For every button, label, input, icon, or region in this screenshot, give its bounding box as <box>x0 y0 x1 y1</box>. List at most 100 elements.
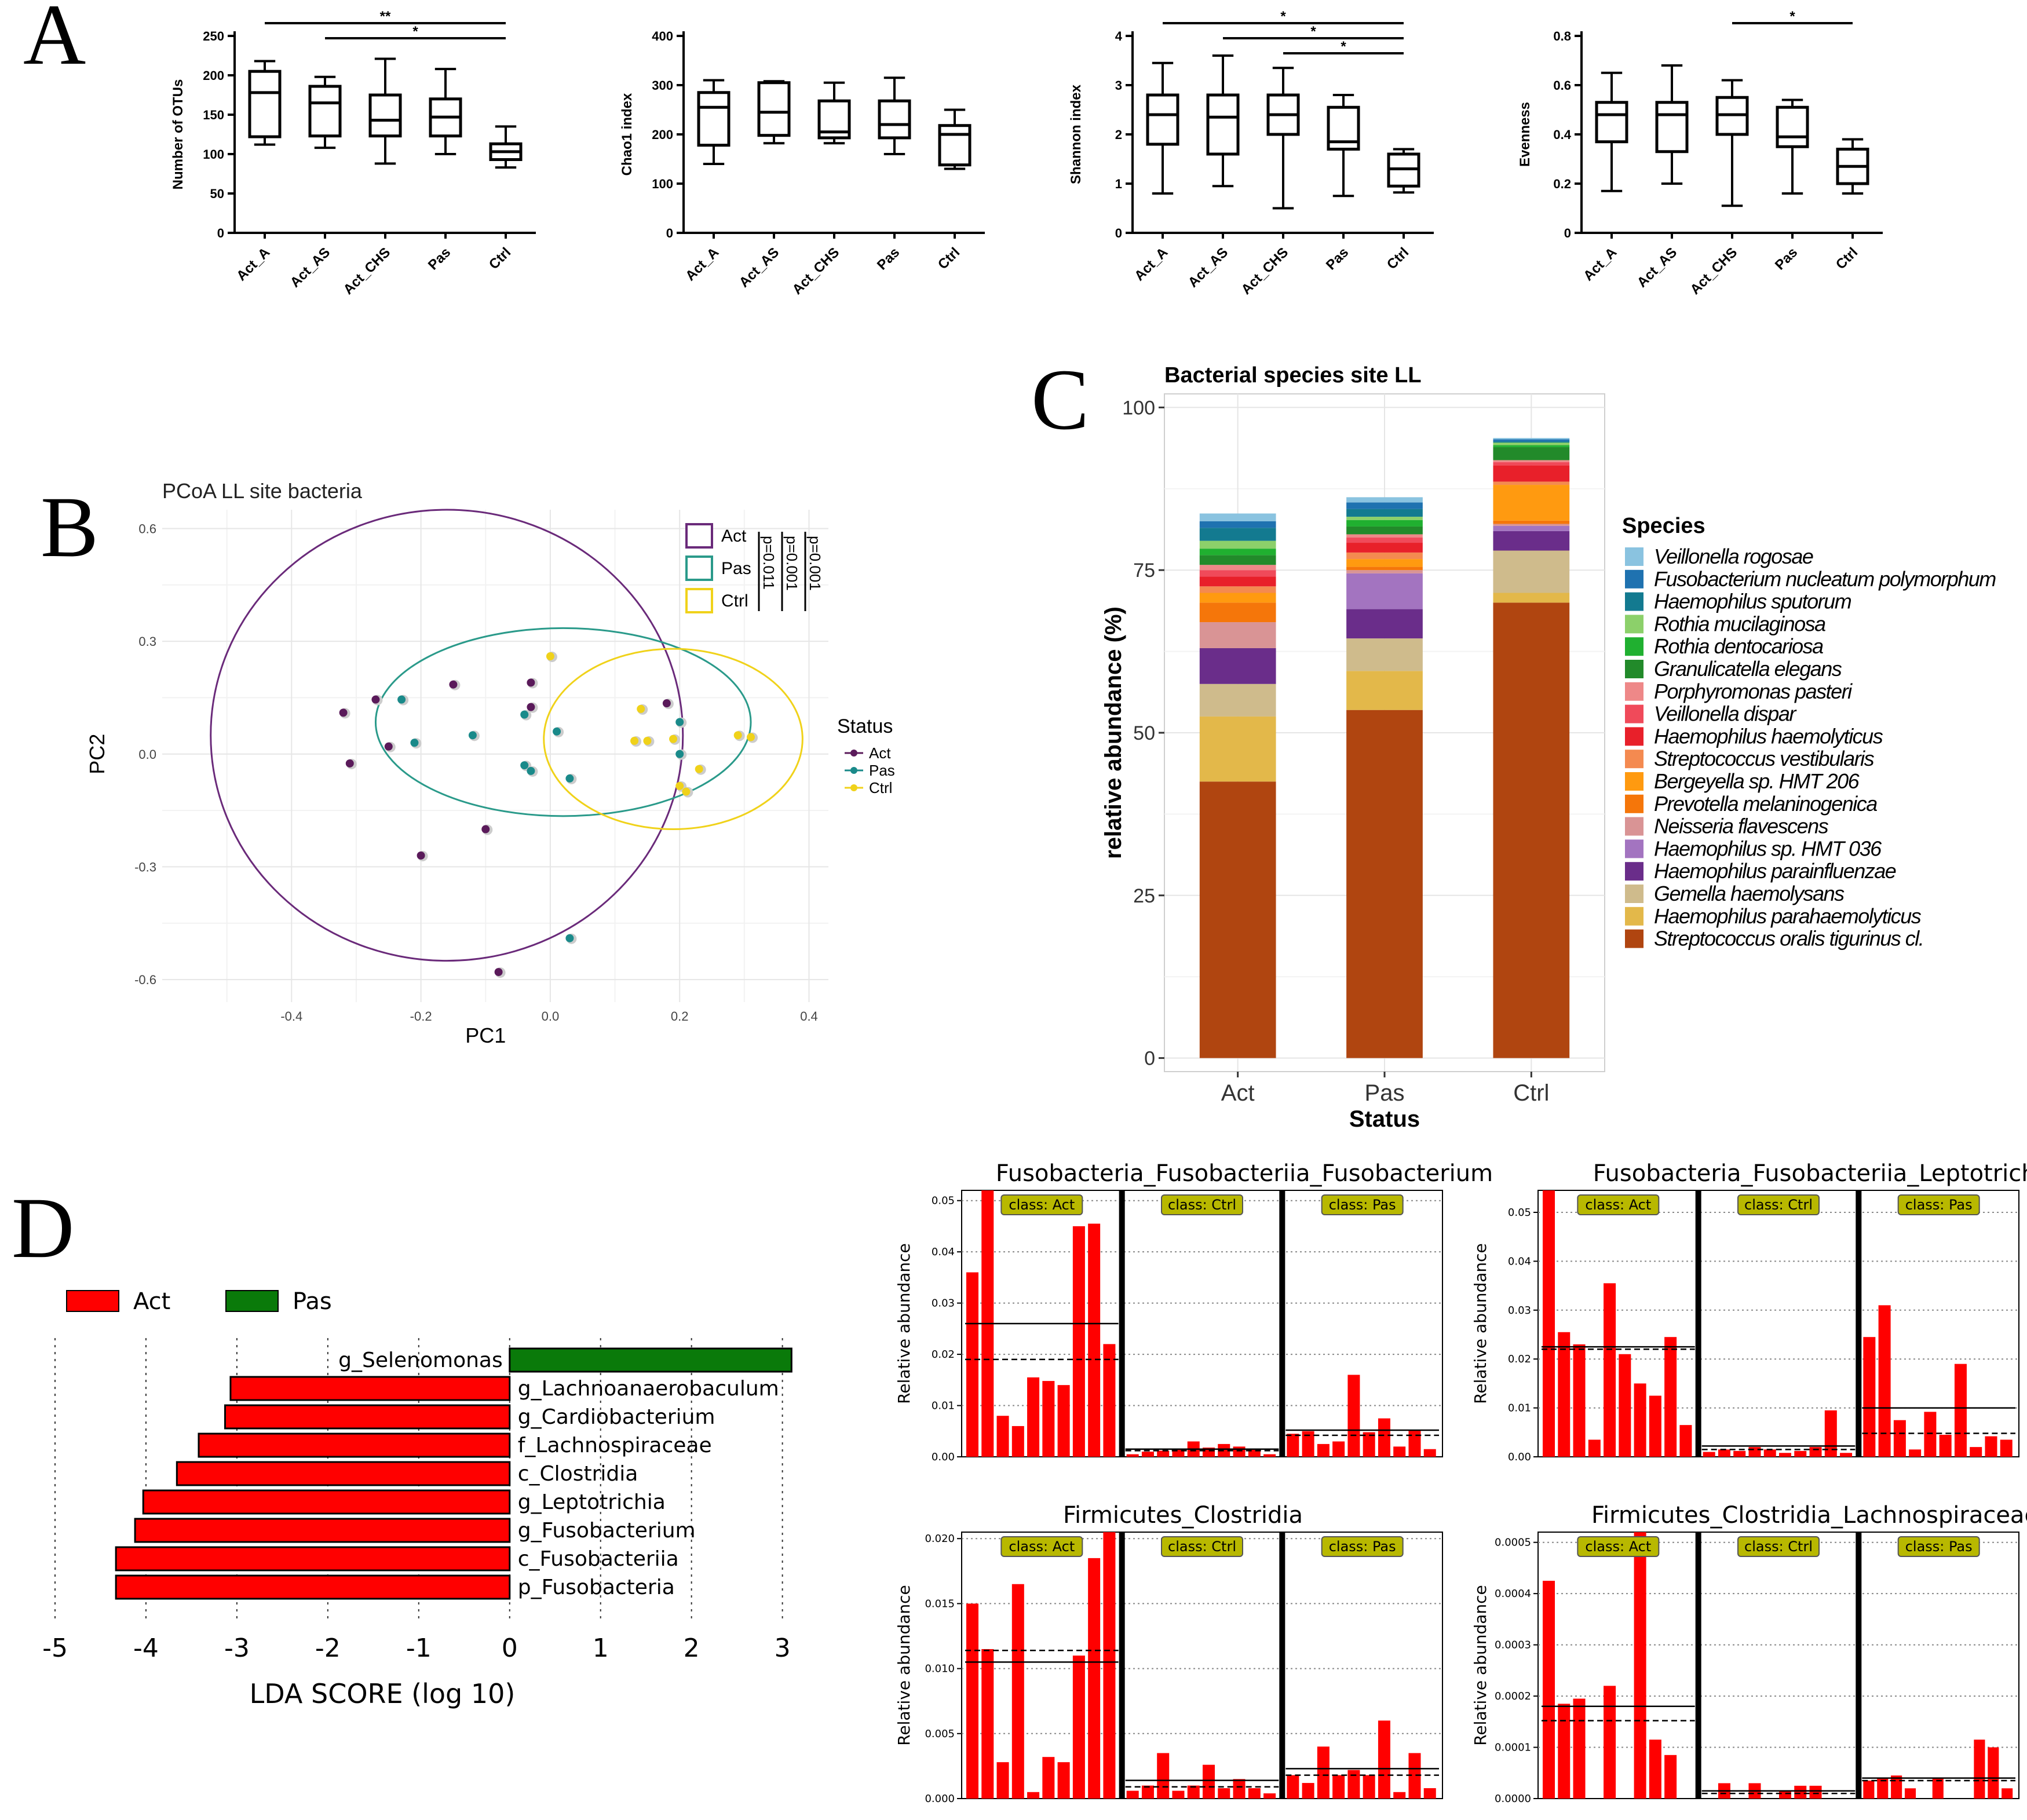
point-act <box>371 695 380 704</box>
abundance-bar <box>996 1762 1009 1799</box>
legend-title: Species <box>1622 514 1705 538</box>
y-tick-label: 4 <box>1115 29 1123 43</box>
stack-segment <box>1346 609 1423 639</box>
y-tick-label: -0.6 <box>134 973 156 987</box>
x-tick-label: Ctrl <box>1513 1080 1549 1106</box>
abundance-bar <box>1779 1790 1792 1799</box>
point-pas <box>520 761 529 770</box>
class-label-box <box>1000 1194 1083 1215</box>
ellipse-legend-swatch <box>685 588 713 613</box>
stack-segment <box>1199 576 1276 587</box>
abundance-fusobacterium: 0.00 0.01 0.02 0.03 0.04 0.05 Fusobacteria_Fus… <box>894 1160 1493 1463</box>
legend-label: Rothia dentocariosa <box>1654 634 1823 658</box>
point-pas <box>410 739 419 747</box>
class-label: class: Act <box>1009 1538 1075 1555</box>
abundance-bar <box>1027 1377 1040 1457</box>
legend-swatch <box>1625 772 1643 791</box>
y-tick-label: 0.0000 <box>1495 1793 1531 1805</box>
abundance-bar <box>1543 1581 1555 1799</box>
legend-label: Streptococcus oralis tigurinus cl. <box>1654 927 1923 951</box>
abundance-bar <box>1891 1775 1902 1799</box>
class-label: class: Ctrl <box>1168 1197 1236 1213</box>
y-axis-title: Shannon index <box>1068 84 1084 184</box>
abundance-bar <box>1634 1532 1646 1799</box>
abundance-bar <box>1763 1449 1776 1457</box>
abundance-bar <box>1809 1785 1822 1799</box>
status-legend-label: Pas <box>869 762 895 779</box>
ellipse-act <box>210 509 684 962</box>
significance-label: * <box>412 24 418 39</box>
y-tick-label: 0.04 <box>1508 1255 1531 1267</box>
abundance-bar <box>1057 1385 1070 1457</box>
stack-segment <box>1346 538 1423 543</box>
abundance-bar <box>981 1649 994 1799</box>
y-tick-label: 0.0001 <box>1495 1742 1531 1754</box>
class-label-box <box>1161 1194 1243 1215</box>
point-act <box>527 703 535 711</box>
point-ctrl <box>643 737 652 745</box>
abundance-bar <box>1302 1783 1314 1799</box>
abundance-bar <box>1072 1655 1085 1799</box>
pvalue-label: p=0.001 <box>783 536 801 591</box>
legend-label: Porphyromonas pasteri <box>1654 679 1853 703</box>
abundance-bar <box>1317 1746 1330 1799</box>
y-axis-title: Relative abundance <box>894 1585 914 1746</box>
lda-bar-label: c_Fusobacteriia <box>518 1547 679 1571</box>
abundance-bar <box>1573 1344 1586 1457</box>
stack-segment <box>1199 781 1276 1058</box>
x-tick-label: -0.4 <box>280 1009 302 1024</box>
ellipse-legend-swatch <box>685 555 713 581</box>
y-tick-label: 0.03 <box>1508 1304 1531 1317</box>
y-tick-label: 0.0003 <box>1495 1639 1531 1651</box>
abundance-bar <box>1733 1450 1746 1457</box>
x-tick-label: Act <box>1221 1080 1255 1106</box>
abundance-bar <box>1157 1450 1170 1457</box>
class-label: class: Ctrl <box>1168 1538 1236 1555</box>
legend-swatch <box>1625 682 1643 701</box>
abundance-bar <box>1423 1788 1436 1799</box>
group-separator <box>1119 1190 1125 1457</box>
abundance-bar <box>1393 1446 1406 1457</box>
stack-segment <box>1199 528 1276 541</box>
lda-bar <box>198 1432 511 1458</box>
y-tick-label: 0.6 <box>138 521 156 536</box>
stack-segment <box>1199 565 1276 571</box>
legend-swatch <box>1625 839 1643 858</box>
point-ctrl <box>733 731 742 740</box>
point-pas <box>520 710 529 719</box>
abundance-bar <box>1218 1788 1230 1799</box>
stack-segment <box>1493 525 1570 531</box>
legend-label: Prevotella melaninogenica <box>1654 792 1877 816</box>
box-iqr <box>1327 105 1360 151</box>
chart-title: Fusobacteria_Fusobacteriia_Leptotrichia <box>1593 1160 2027 1187</box>
stack-segment <box>1346 534 1423 538</box>
legend-label: Gemella haemolysans <box>1654 882 1845 905</box>
x-tick-label: Ctrl <box>935 244 963 272</box>
abundance-bar <box>1332 1441 1345 1457</box>
abundance-bar <box>1939 1435 1952 1457</box>
class-label: class: Act <box>1009 1197 1075 1213</box>
class-label-box <box>1321 1194 1404 1215</box>
class-label-box <box>1737 1536 1820 1557</box>
abundance-bar <box>1932 1778 1944 1799</box>
legend-swatch <box>225 1290 279 1312</box>
legend-label: Act <box>133 1288 170 1315</box>
status-legend-point <box>850 750 857 756</box>
group-separator <box>1856 1532 1862 1799</box>
y-tick-label: 0.0004 <box>1495 1588 1531 1600</box>
x-tick-label: Act_A <box>682 244 722 284</box>
class-label: class: Pas <box>1329 1197 1396 1213</box>
stack-segment <box>1493 520 1570 524</box>
abundance-bar <box>1664 1755 1677 1799</box>
abundance-bar <box>1649 1395 1661 1457</box>
y-tick-label: 0.020 <box>925 1533 955 1545</box>
status-legend-title: Status <box>837 715 893 737</box>
abundance-bar <box>1634 1383 1646 1457</box>
class-label: class: Act <box>1585 1197 1651 1213</box>
stack-segment <box>1493 593 1570 603</box>
abundance-bar <box>1988 1747 1999 1799</box>
box-iqr <box>817 99 851 140</box>
point-act <box>345 759 354 768</box>
class-label: class: Ctrl <box>1744 1538 1813 1555</box>
y-tick-label: 3 <box>1115 78 1122 93</box>
